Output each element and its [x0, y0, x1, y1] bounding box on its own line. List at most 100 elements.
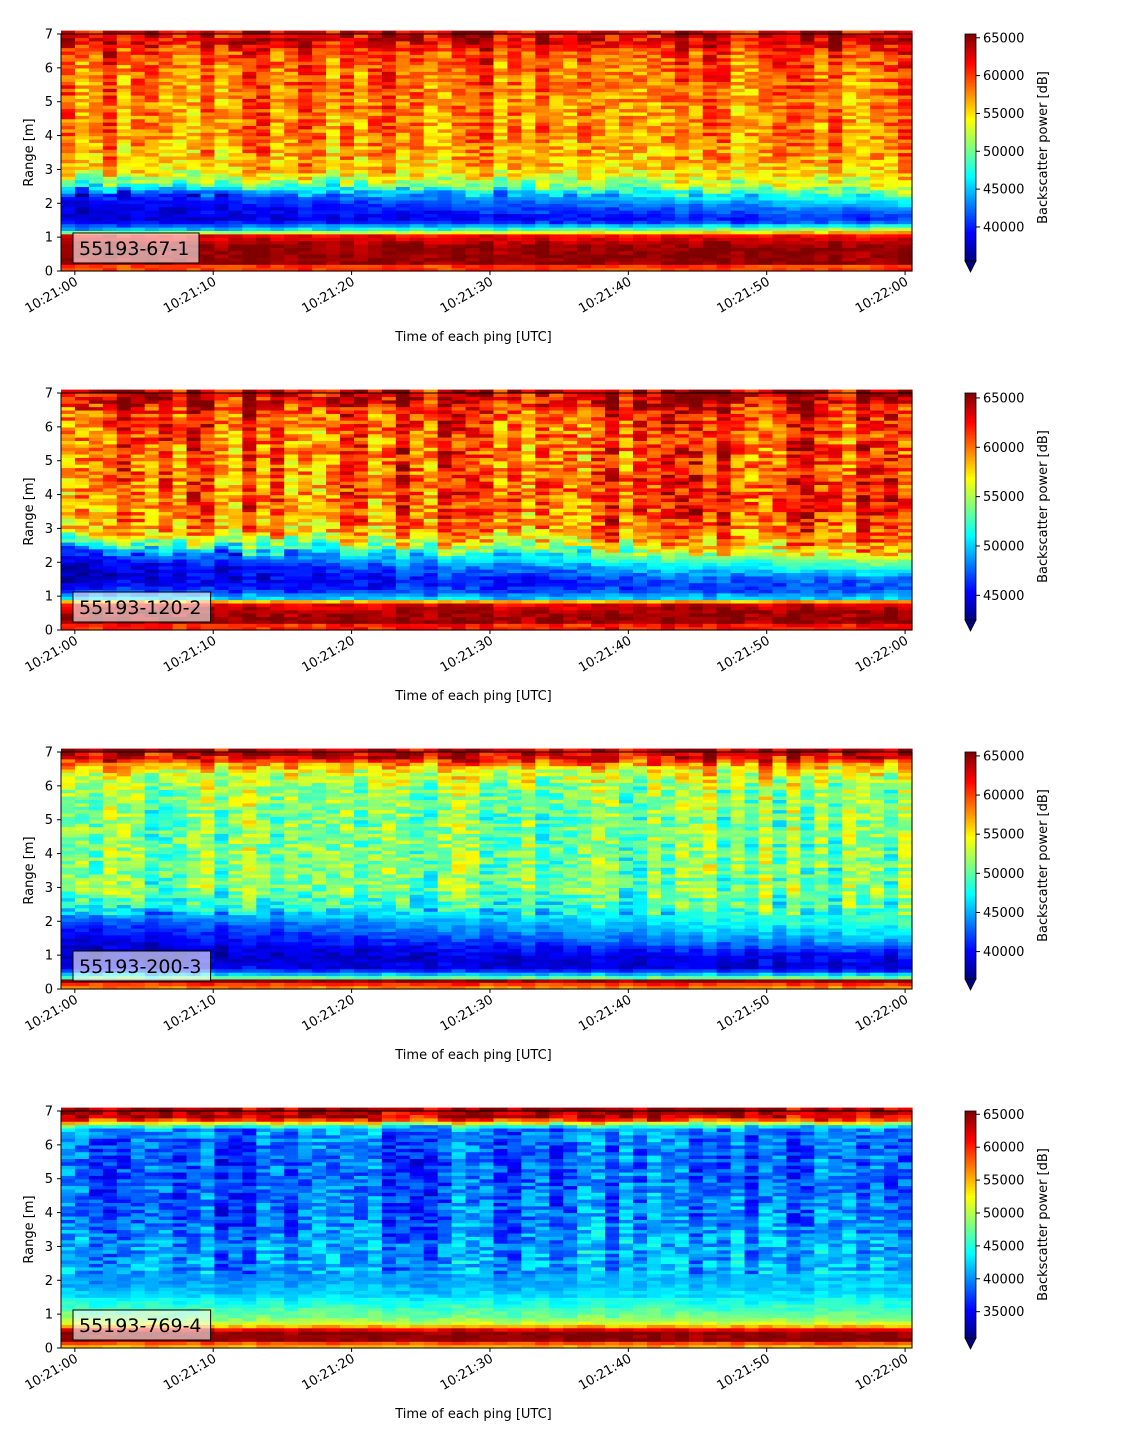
- heatmap-cell: [116, 108, 132, 113]
- heatmap-cell: [451, 54, 467, 59]
- heatmap-cell: [200, 81, 216, 86]
- heatmap-cell: [535, 44, 550, 49]
- heatmap-cell: [619, 199, 634, 204]
- heatmap-cell: [884, 138, 899, 143]
- heatmap-cell: [465, 176, 481, 181]
- heatmap-cell: [898, 152, 913, 157]
- heatmap-cell: [340, 260, 355, 265]
- heatmap-cell: [884, 105, 899, 110]
- heatmap-cell: [228, 37, 243, 42]
- heatmap-cell: [409, 91, 425, 96]
- heatmap-cell: [493, 169, 509, 174]
- heatmap-cell: [130, 50, 146, 55]
- heatmap-cell: [842, 189, 857, 194]
- heatmap-cell: [535, 176, 550, 181]
- heatmap-cell: [646, 257, 662, 262]
- heatmap-cell: [228, 162, 243, 167]
- heatmap-cell: [856, 206, 871, 211]
- heatmap-cell: [744, 206, 760, 211]
- heatmap-cell: [716, 186, 732, 191]
- heatmap-cell: [521, 267, 536, 272]
- heatmap-cell: [423, 247, 439, 252]
- heatmap-cell: [74, 101, 90, 106]
- heatmap-cell: [632, 264, 648, 269]
- heatmap-cell: [688, 128, 704, 133]
- heatmap-cell: [61, 199, 76, 204]
- heatmap-cell: [828, 267, 843, 272]
- heatmap-cell: [228, 243, 243, 248]
- heatmap-cell: [74, 196, 90, 201]
- heatmap-cell: [144, 199, 160, 204]
- heatmap-cell: [884, 254, 899, 259]
- heatmap-cell: [130, 67, 146, 72]
- heatmap-cell: [828, 47, 843, 52]
- heatmap-cell: [730, 105, 746, 110]
- x-tick-label: 10:21:20: [300, 274, 358, 316]
- heatmap-cell: [898, 128, 913, 133]
- heatmap-cell: [800, 267, 815, 272]
- heatmap-cell: [284, 216, 299, 221]
- colorbar-tick-label: 65000: [983, 31, 1024, 46]
- heatmap-cell: [395, 94, 411, 99]
- heatmap-cell: [242, 30, 257, 35]
- heatmap-cell: [521, 50, 536, 55]
- heatmap-cell: [884, 118, 899, 123]
- heatmap-cell: [632, 162, 648, 167]
- heatmap-cell: [200, 44, 216, 49]
- heatmap-cell: [772, 243, 788, 248]
- heatmap-cell: [605, 196, 620, 201]
- heatmap-cell: [326, 94, 341, 99]
- heatmap-cell: [702, 213, 718, 218]
- heatmap-cell: [688, 203, 704, 208]
- heatmap-cell: [312, 37, 327, 42]
- heatmap-cell: [158, 118, 174, 123]
- heatmap-cell: [228, 74, 243, 79]
- heatmap-cell: [884, 210, 899, 215]
- heatmap-cell: [814, 98, 829, 103]
- heatmap-cell: [326, 247, 341, 252]
- heatmap-cell: [786, 233, 801, 238]
- heatmap-cell: [200, 30, 216, 35]
- heatmap-cell: [437, 240, 453, 245]
- heatmap-cell: [61, 78, 76, 82]
- heatmap-cell: [437, 132, 453, 137]
- heatmap-cell: [409, 172, 425, 177]
- heatmap-cell: [465, 40, 481, 45]
- heatmap-cell: [842, 233, 857, 238]
- heatmap-cell: [898, 240, 913, 245]
- heatmap-cell: [298, 94, 313, 99]
- heatmap-cell: [521, 30, 536, 35]
- heatmap-cell: [326, 169, 341, 174]
- heatmap-cell: [312, 125, 327, 130]
- heatmap-cell: [144, 189, 160, 194]
- heatmap-cell: [828, 155, 843, 160]
- heatmap-cell: [74, 223, 90, 228]
- heatmap-cell: [577, 254, 592, 259]
- heatmap-cell: [660, 166, 676, 171]
- heatmap-cell: [451, 57, 467, 62]
- heatmap-cell: [702, 233, 718, 238]
- heatmap-cell: [646, 128, 662, 133]
- heatmap-cell: [479, 257, 495, 262]
- heatmap-cell: [591, 216, 606, 221]
- heatmap-cell: [395, 226, 411, 231]
- heatmap-cell: [61, 230, 76, 235]
- heatmap-cell: [884, 132, 899, 137]
- heatmap-cell: [381, 155, 397, 160]
- heatmap-cell: [898, 84, 913, 89]
- heatmap-cell: [535, 162, 550, 167]
- heatmap-cell: [116, 182, 132, 187]
- heatmap-cell: [395, 264, 411, 269]
- heatmap-cell: [493, 138, 509, 143]
- heatmap-cell: [409, 213, 425, 218]
- heatmap-cell: [186, 135, 202, 140]
- heatmap-cell: [828, 57, 843, 62]
- heatmap-cell: [772, 101, 788, 106]
- heatmap-cell: [214, 176, 230, 181]
- heatmap-cell: [493, 223, 509, 228]
- heatmap-cell: [423, 233, 439, 238]
- heatmap-cell: [340, 132, 355, 137]
- heatmap-cell: [702, 125, 718, 130]
- heatmap-cell: [605, 203, 620, 208]
- heatmap-cell: [605, 260, 620, 265]
